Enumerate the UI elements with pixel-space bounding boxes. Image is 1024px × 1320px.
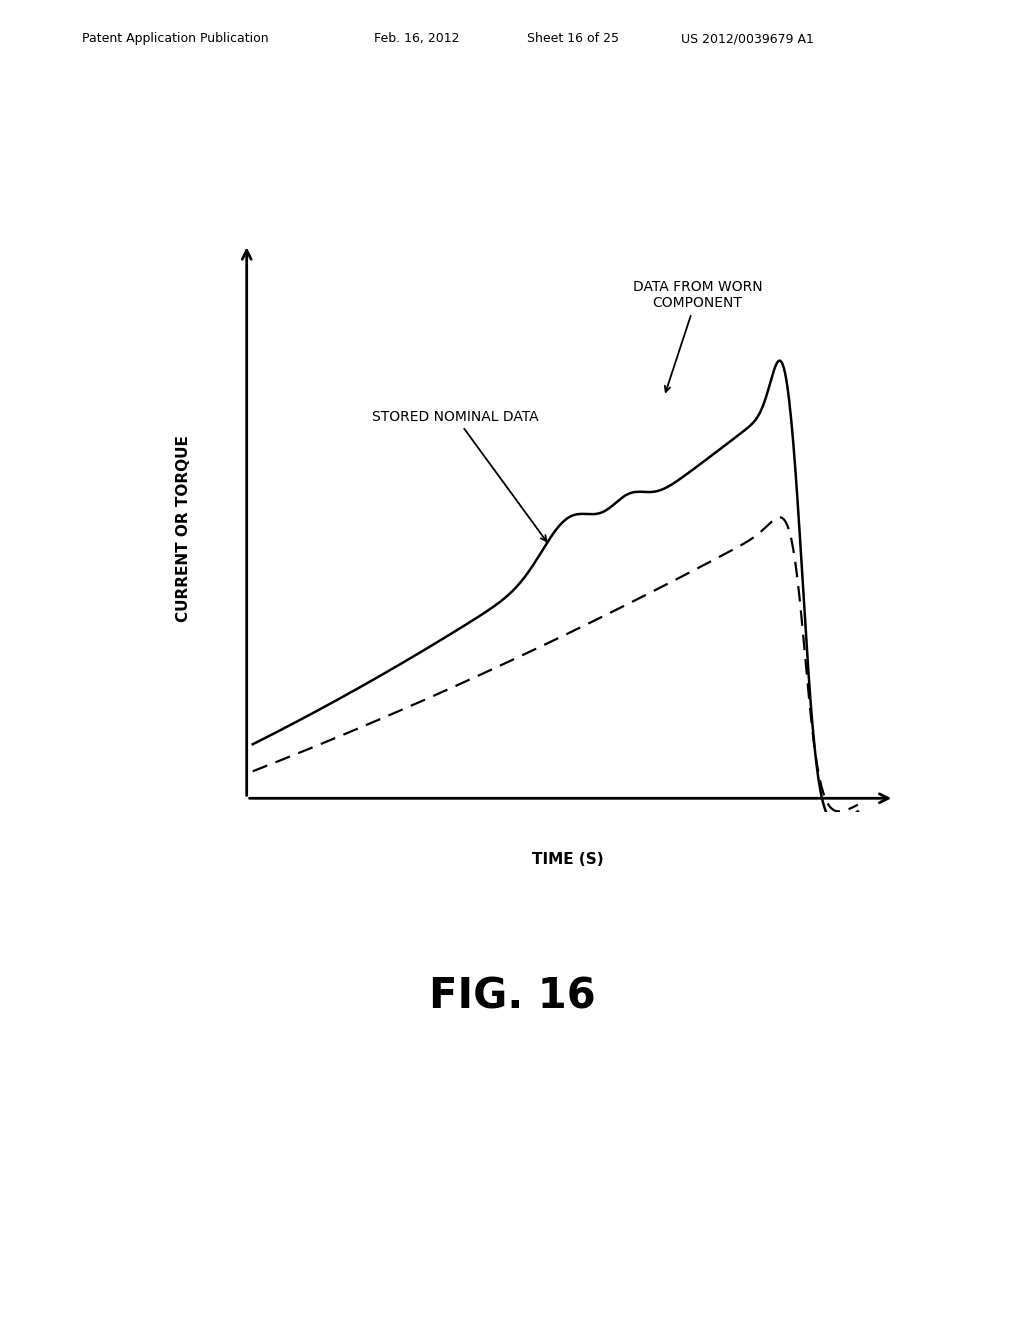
Text: FIG. 16: FIG. 16: [429, 975, 595, 1018]
Text: US 2012/0039679 A1: US 2012/0039679 A1: [681, 32, 814, 45]
Text: Patent Application Publication: Patent Application Publication: [82, 32, 268, 45]
Text: TIME (S): TIME (S): [531, 853, 603, 867]
Text: Feb. 16, 2012: Feb. 16, 2012: [374, 32, 459, 45]
Text: CURRENT OR TORQUE: CURRENT OR TORQUE: [176, 434, 190, 622]
Text: Sheet 16 of 25: Sheet 16 of 25: [527, 32, 620, 45]
Text: STORED NOMINAL DATA: STORED NOMINAL DATA: [372, 409, 547, 541]
Text: DATA FROM WORN
COMPONENT: DATA FROM WORN COMPONENT: [633, 280, 762, 392]
